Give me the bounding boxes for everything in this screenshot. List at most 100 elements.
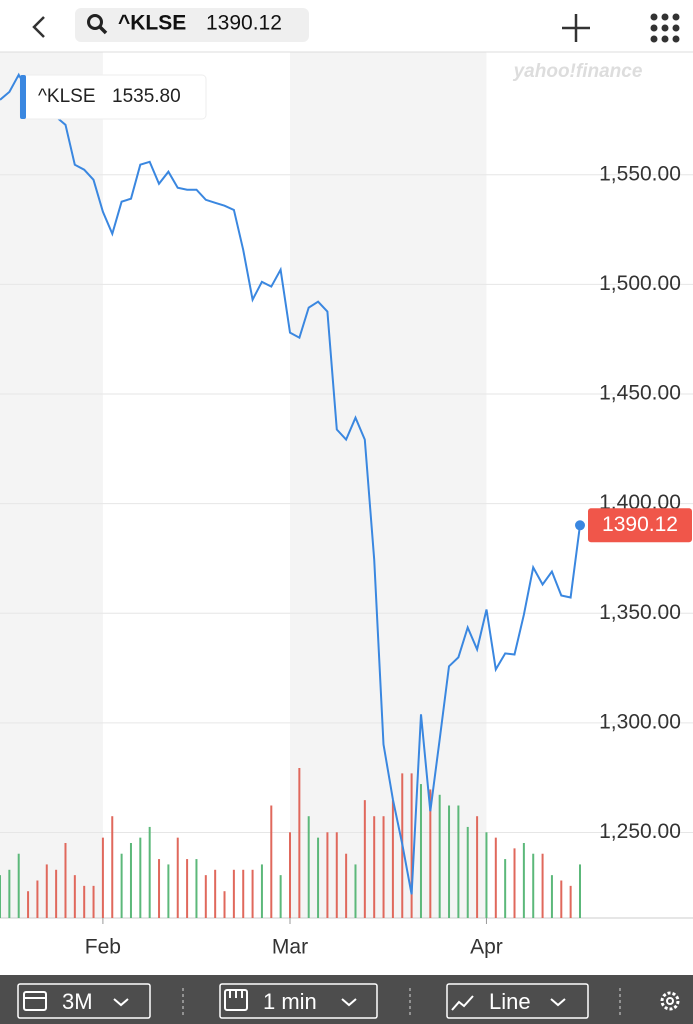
volume-bar [0,875,1,918]
volume-bar [345,853,348,918]
volume-bar [73,875,76,918]
volume-bar [419,784,422,918]
volume-bar [139,837,142,918]
x-tick-label: Feb [85,936,121,959]
toolbar [0,975,693,1024]
volume-bar [485,832,488,918]
volume-bar [532,853,535,918]
volume-bar [410,773,413,918]
volume-bar [448,805,451,918]
watermark: yahoo!finance [513,61,643,82]
last-point [575,520,585,531]
volume-bar [186,859,189,918]
y-tick-label: 1,450.00 [599,382,681,405]
volume-bar [307,816,310,918]
volume-bar [279,875,282,918]
volume-bar [36,880,39,918]
search-icon-handle [98,25,108,35]
volume-bar [270,805,273,918]
volume-bar [579,864,581,918]
volume-bar [354,864,357,918]
search-icon [87,14,103,30]
volume-bar [176,837,179,918]
range-label: 3M [62,989,93,1014]
add-button[interactable] [562,14,590,42]
volume-bar [55,869,58,918]
volume-bar [251,869,254,918]
chart-type-button[interactable] [446,983,589,1019]
volume-bar [45,864,48,918]
back-button[interactable] [32,16,45,38]
volume-bar [214,869,217,918]
y-tick-label: 1,550.00 [599,162,681,185]
chart-type-label: Line [489,989,531,1014]
volume-bar [167,864,170,918]
header-symbol: ^KLSE [118,12,186,35]
volume-bar [438,794,441,918]
y-tick-label: 1,250.00 [599,820,681,843]
menu-button[interactable] [650,13,680,43]
interval-button[interactable] [219,983,378,1019]
settings-button[interactable] [660,991,680,1011]
volume-bar [195,859,198,918]
tooltip: ^KLSE 1535.80 [19,74,207,120]
volume-bar [148,826,151,918]
volume-bar [298,768,301,918]
volume-bar [101,837,104,918]
last-price-label: 1390.12 [602,513,678,536]
volume-bar [476,816,479,918]
volume-bar [27,891,30,918]
month-bands [0,52,487,918]
volume-bar [466,826,469,918]
volume-bar [223,891,226,918]
volume-bar [242,869,245,918]
volume-bar [289,832,291,918]
volume-bar [569,885,572,918]
volume-bar [83,885,86,918]
y-tick-label: 1,500.00 [599,272,681,295]
volume-bar [17,853,20,918]
volume-bar [457,805,460,918]
volume-bar [92,885,95,918]
volume-bar [560,880,563,918]
volume-bar [317,837,320,918]
interval-label: 1 min [263,989,317,1014]
volume-bar [522,843,525,918]
x-tick-label: Mar [272,936,308,959]
volume-bar [550,875,553,918]
volume-bar [326,832,329,918]
volume-bar [429,789,432,918]
plot: 1,250.001,300.001,350.001,400.001,450.00… [0,72,693,959]
y-tick-label: 1,300.00 [599,710,681,733]
volume-bar [494,837,497,918]
tooltip-value: 1535.80 [112,86,181,107]
volume-bar [391,800,394,918]
volume-bar [158,859,161,918]
month-band [290,52,487,918]
volume-bar [204,875,207,918]
tooltip-accent [20,75,26,119]
volume-bar [541,853,544,918]
tooltip-symbol: ^KLSE [38,86,96,107]
volume-bar [111,816,114,918]
volume-bar [363,800,366,918]
volume-bar [513,848,516,918]
price-line [0,72,581,895]
volume-bar [64,843,67,918]
volume-bar [373,816,376,918]
volume-bar [504,859,507,918]
range-button[interactable] [17,983,151,1019]
header-price: 1390.12 [206,12,282,35]
search-box[interactable] [75,8,309,42]
volume-bar [232,869,235,918]
volume-bar [129,843,132,918]
volume-bar [260,864,263,918]
last-price-tag [588,508,692,543]
volume-bar [335,832,338,918]
volume-bar [8,869,11,918]
x-tick-label: Apr [470,936,503,959]
month-band [0,52,103,918]
volume-bar [120,853,123,918]
